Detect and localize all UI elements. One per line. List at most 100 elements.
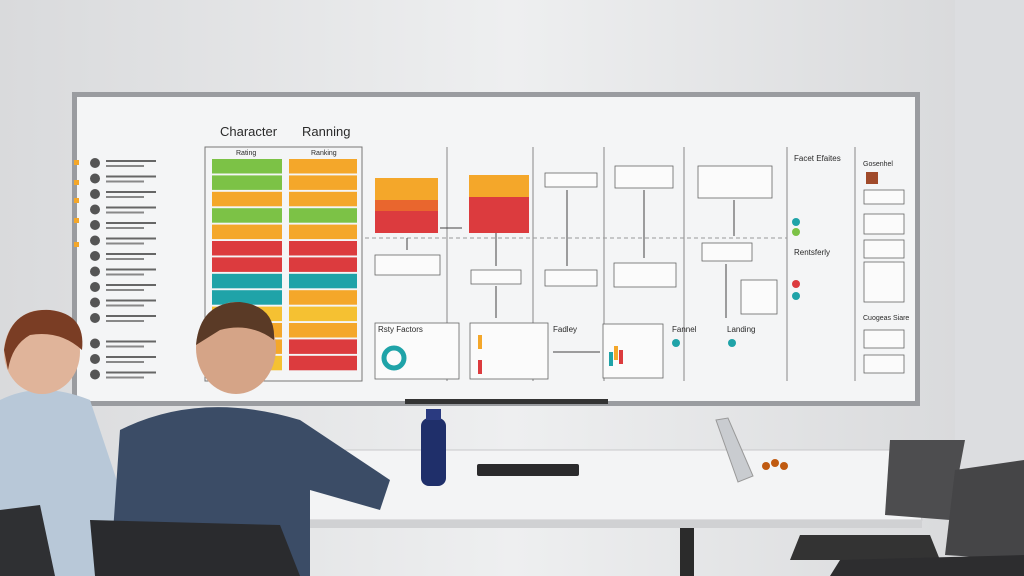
rating-cell bbox=[212, 290, 282, 305]
text-line bbox=[106, 304, 144, 307]
ranking-cell bbox=[289, 323, 357, 338]
sticky-tab bbox=[74, 218, 79, 223]
text-line bbox=[106, 273, 144, 276]
mini-bar bbox=[614, 346, 618, 360]
fruit-bowl bbox=[762, 459, 788, 470]
section-label: Rentsferly bbox=[794, 248, 830, 257]
section-label: Gosenhel bbox=[863, 161, 893, 168]
ranking-cell bbox=[289, 191, 357, 207]
marker-tray bbox=[405, 399, 608, 404]
ranking-cell bbox=[289, 224, 357, 240]
icon bbox=[792, 292, 800, 300]
text-line bbox=[106, 345, 144, 348]
icon bbox=[792, 218, 800, 226]
mini-bar bbox=[609, 352, 613, 366]
block bbox=[375, 200, 438, 211]
text-line bbox=[106, 268, 156, 271]
rating-cell bbox=[212, 273, 282, 289]
device bbox=[477, 464, 579, 476]
section-label: Cuogeas Siare bbox=[863, 315, 909, 322]
note-box bbox=[863, 329, 905, 349]
section-label: Fannel bbox=[672, 325, 697, 334]
board-title: Ranning bbox=[302, 124, 350, 139]
table-leg bbox=[680, 528, 694, 576]
block bbox=[375, 178, 438, 200]
text-line bbox=[106, 191, 156, 193]
text-line bbox=[106, 258, 144, 260]
photo bbox=[866, 172, 878, 184]
ranking-cell bbox=[289, 159, 357, 174]
text-line bbox=[106, 180, 144, 183]
rating-cell bbox=[212, 241, 282, 256]
text-line bbox=[106, 237, 156, 240]
note-box bbox=[863, 261, 905, 303]
text-line bbox=[106, 340, 156, 343]
text-line bbox=[106, 371, 156, 374]
ranking-cell bbox=[289, 257, 357, 272]
tablet bbox=[715, 417, 754, 483]
block bbox=[469, 175, 529, 197]
ranking-cell bbox=[289, 241, 357, 256]
text-line bbox=[106, 175, 156, 178]
text-line bbox=[106, 299, 156, 302]
note-box bbox=[614, 165, 674, 189]
text-line bbox=[106, 242, 144, 245]
section-label: Facet Efaites bbox=[794, 154, 841, 163]
avatar bbox=[90, 297, 100, 308]
text-line bbox=[106, 315, 156, 317]
avatar bbox=[90, 173, 100, 184]
text-line bbox=[106, 160, 156, 162]
mini-bar bbox=[619, 350, 623, 364]
column-header: Ranking bbox=[311, 150, 337, 157]
avatar bbox=[90, 220, 100, 230]
rating-cell bbox=[212, 224, 282, 240]
text-line bbox=[106, 253, 156, 255]
chair-seat bbox=[790, 535, 940, 560]
section-label: Rsty Factors bbox=[378, 325, 423, 334]
ranking-table bbox=[204, 146, 363, 382]
chair-back bbox=[0, 505, 55, 576]
icon bbox=[792, 280, 800, 288]
bottle bbox=[421, 418, 446, 486]
sticky-tab bbox=[74, 160, 79, 165]
block bbox=[469, 197, 529, 233]
sticky-tab bbox=[74, 242, 79, 247]
section-label: Fadley bbox=[553, 325, 577, 334]
ranking-cell bbox=[289, 339, 357, 354]
avatar bbox=[90, 266, 100, 277]
text-line bbox=[106, 320, 144, 322]
text-line bbox=[106, 356, 156, 358]
chair-back bbox=[90, 520, 300, 576]
text-line bbox=[106, 284, 156, 286]
avatar bbox=[90, 354, 100, 364]
note-box bbox=[613, 262, 677, 288]
chair-back bbox=[885, 440, 965, 520]
chair-back bbox=[945, 460, 1024, 560]
note-box bbox=[470, 269, 522, 285]
mini-bar bbox=[478, 335, 482, 349]
note-box bbox=[374, 254, 441, 276]
diagram bbox=[74, 147, 905, 381]
avatar bbox=[90, 338, 100, 349]
note-box bbox=[701, 242, 753, 262]
bottle-cap bbox=[426, 409, 441, 420]
sticky-tab bbox=[74, 180, 79, 185]
text-line bbox=[106, 227, 144, 229]
icon bbox=[728, 339, 736, 347]
rating-cell bbox=[212, 257, 282, 272]
fruit bbox=[780, 462, 788, 470]
text-line bbox=[106, 289, 144, 291]
note-box bbox=[863, 213, 905, 235]
person-hair bbox=[196, 302, 275, 345]
note-box bbox=[697, 165, 773, 199]
rating-cell bbox=[212, 191, 282, 207]
note-box bbox=[740, 279, 778, 315]
rating-cell bbox=[212, 175, 282, 190]
avatar bbox=[90, 369, 100, 380]
sticky-tab bbox=[74, 198, 79, 203]
rating-cell bbox=[212, 208, 282, 223]
ranking-cell bbox=[289, 306, 357, 322]
avatar bbox=[90, 251, 100, 261]
